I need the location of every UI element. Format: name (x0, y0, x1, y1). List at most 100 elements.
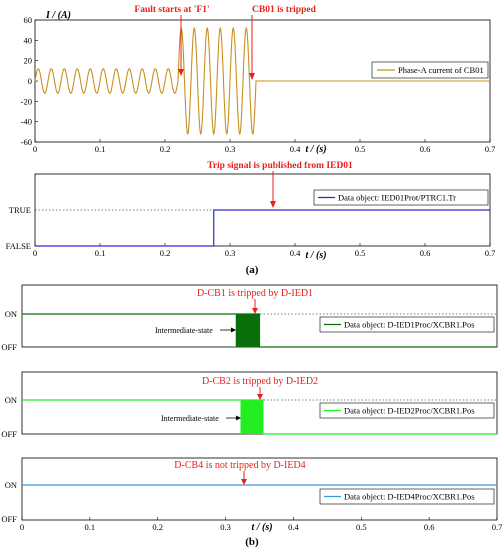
current-x-tick-label: 0.7 (485, 144, 496, 154)
dcb2-tripped-arrowhead (257, 394, 263, 400)
current-y-tick-label: -60 (21, 137, 32, 147)
dcb1-intermediate-text: Intermediate-state (155, 326, 213, 335)
cb01-tripped-arrowhead (249, 73, 255, 80)
dcb1-panel: ON OFF Intermediate-state Data object: D… (1, 284, 498, 352)
dcb1-intermediate-arrowhead (231, 327, 236, 333)
dcb2-tripped-text: D-CB2 is tripped by D-IED2 (202, 376, 318, 387)
current-y-tick-label: 60 (24, 15, 33, 25)
dcb1-series-line (22, 313, 497, 348)
trip-panel: 0 0.1 0.2 0.3 0.4 0.5 0.6 0.7 TRUE FALSE t / (s… (6, 161, 496, 261)
current-x-tick-label: 0.3 (225, 144, 236, 154)
dcb4-x-tick-label: 0 (20, 522, 24, 532)
current-y-tick-label: 20 (24, 56, 33, 66)
dcb4-x-ticks: 0 0.1 0.2 0.3 0.4 0.5 0.6 0.7 (20, 517, 502, 532)
fault-start-arrowhead (178, 69, 184, 76)
current-y-axis-label: I / (A) (45, 10, 71, 21)
trip-x-tick-label: 0.1 (95, 248, 106, 258)
trip-signal-arrowhead (270, 201, 276, 208)
current-y-tick-label: 0 (28, 76, 32, 86)
current-x-axis-label: t / (s) (305, 144, 326, 155)
current-y-tick-label: 40 (24, 35, 33, 45)
dcb4-legend-box (319, 488, 495, 505)
dcb1-tripped-arrowhead (252, 308, 258, 314)
trip-x-tick-label: 0.2 (160, 248, 171, 258)
dcb4-y-tick-off: OFF (1, 514, 17, 524)
dcb2-legend: Data object: D-IED2Proc/XCBR1.Pos (319, 402, 495, 419)
current-x-tick-label: 0.5 (355, 144, 366, 154)
dcb2-intermediate-block (240, 400, 263, 434)
fault-start-annotation: Fault starts at 'F1' (134, 5, 210, 76)
dcb2-intermediate-annotation: Intermediate-state (161, 414, 241, 423)
dcb2-intermediate-arrowhead (236, 415, 241, 421)
dcb1-legend-box (319, 316, 495, 333)
dcb2-legend-label: Data object: D-IED2Proc/XCBR1.Pos (344, 406, 475, 416)
trip-signal-annotation: Trip signal is published from IED01 (207, 161, 353, 208)
current-y-tick-label: -40 (21, 117, 32, 127)
dcb4-y-tick-on: ON (5, 480, 17, 490)
trip-x-tick-label: 0.6 (420, 248, 431, 258)
trip-legend-label: Data object: IED01Prot/PTRC1.Tr (338, 193, 456, 203)
dcb4-x-tick-label: 0.7 (492, 522, 503, 532)
dcb2-legend-box (319, 402, 495, 419)
dcb4-x-axis-label: t / (s) (251, 522, 272, 533)
trip-x-tick-label: 0.5 (355, 248, 366, 258)
trip-x-tick-label: 0 (33, 248, 37, 258)
dcb2-series-line (22, 399, 497, 435)
dcb1-y-tick-off: OFF (1, 342, 17, 352)
dcb4-x-tick-label: 0.5 (356, 522, 367, 532)
dcb2-y-tick-off: OFF (1, 429, 17, 439)
dcb4-x-tick-label: 0.3 (220, 522, 231, 532)
current-x-tick-label: 0.6 (420, 144, 431, 154)
current-x-tick-label: 0 (33, 144, 37, 154)
dcb4-not-tripped-annotation: D-CB4 is not tripped by D-IED4 (174, 460, 306, 485)
dcb1-intermediate-annotation: Intermediate-state (155, 326, 236, 335)
trip-x-tick-label: 0.7 (485, 248, 496, 258)
trip-x-tick-label: 0.4 (290, 248, 301, 258)
dcb4-x-tick-label: 0.1 (85, 522, 96, 532)
trip-signal-text: Trip signal is published from IED01 (207, 161, 353, 171)
dcb4-legend-label: Data object: D-IED4Proc/XCBR1.Pos (344, 492, 475, 502)
trip-y-tick-false: FALSE (6, 241, 31, 251)
dcb2-tripped-annotation: D-CB2 is tripped by D-IED2 (202, 376, 318, 400)
trip-x-tick-label: 0.3 (225, 248, 236, 258)
trip-x-axis-label: t / (s) (305, 250, 326, 261)
current-y-tick-label: -20 (21, 96, 32, 106)
trip-legend: Data object: IED01Prot/PTRC1.Tr (313, 189, 489, 206)
dcb4-x-tick-label: 0.4 (288, 522, 299, 532)
current-x-ticks: 0 0.1 0.2 0.3 0.4 0.5 0.6 0.7 (33, 139, 495, 154)
fault-start-text: Fault starts at 'F1' (134, 5, 209, 15)
dcb4-x-tick-label: 0.2 (152, 522, 163, 532)
dcb1-intermediate-block (235, 314, 260, 347)
current-x-tick-label: 0.1 (95, 144, 106, 154)
dcb1-tripped-annotation: D-CB1 is tripped by D-IED1 (197, 288, 313, 314)
current-legend-box (371, 61, 489, 79)
current-legend: Phase-A current of CB01 (371, 61, 489, 79)
current-legend-label: Phase-A current of CB01 (398, 65, 484, 75)
dcb4-x-tick-label: 0.6 (424, 522, 435, 532)
current-x-tick-label: 0.2 (160, 144, 171, 154)
trip-legend-box (313, 189, 489, 206)
dcb4-legend: Data object: D-IED4Proc/XCBR1.Pos (319, 488, 495, 505)
dcb2-panel: ON OFF Intermediate-state Data object: D… (1, 371, 498, 439)
cb01-tripped-annotation: CB01 is tripped (249, 5, 317, 80)
dcb2-intermediate-text: Intermediate-state (161, 414, 219, 423)
dcb4-panel: 0 0.1 0.2 0.3 0.4 0.5 0.6 0.7 ON OFF t / (s) Da… (1, 457, 502, 533)
dcb4-not-tripped-arrowhead (241, 479, 247, 485)
dcb1-legend-label: Data object: D-IED1Proc/XCBR1.Pos (344, 320, 475, 330)
trip-y-tick-true: TRUE (9, 205, 31, 215)
trip-x-ticks: 0 0.1 0.2 0.3 0.4 0.5 0.6 0.7 (33, 243, 495, 258)
trip-series-line (35, 209, 490, 247)
dcb1-legend: Data object: D-IED1Proc/XCBR1.Pos (319, 316, 495, 333)
caption-a: (a) (246, 264, 259, 276)
current-x-tick-label: 0.4 (290, 144, 301, 154)
caption-b: (b) (245, 536, 259, 548)
current-series-line (34, 26, 490, 136)
dcb4-plot-frame (21, 457, 498, 521)
dcb2-y-tick-on: ON (5, 395, 17, 405)
dcb4-not-tripped-text: D-CB4 is not tripped by D-IED4 (174, 460, 305, 471)
dcb1-tripped-text: D-CB1 is tripped by D-IED1 (197, 288, 313, 299)
dcb1-y-tick-on: ON (5, 309, 17, 319)
cb01-tripped-text: CB01 is tripped (252, 5, 317, 15)
